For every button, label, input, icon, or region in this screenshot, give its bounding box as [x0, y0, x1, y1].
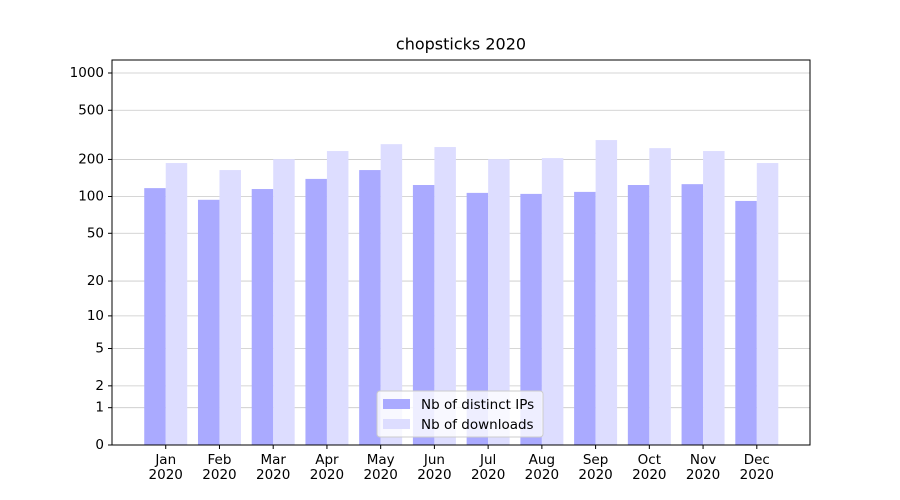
bar	[649, 148, 671, 445]
bar	[466, 192, 489, 445]
x-tick-label: Apr 2020	[309, 452, 345, 483]
bar	[197, 199, 220, 445]
bar	[703, 151, 725, 445]
y-tick-label: 100	[78, 188, 104, 204]
x-tick-label: Nov 2020	[685, 452, 721, 483]
x-tick-label: Aug 2020	[524, 452, 560, 483]
y-tick-label: 20	[87, 273, 104, 289]
y-tick-label: 50	[87, 225, 104, 241]
bar	[326, 151, 349, 445]
legend-label: Nb of downloads	[421, 417, 534, 433]
bar	[681, 184, 704, 445]
y-tick-label: 500	[78, 102, 104, 118]
legend-box	[376, 390, 544, 438]
bar	[735, 200, 757, 445]
bar	[520, 193, 542, 445]
y-tick-label: 10	[87, 308, 104, 324]
x-tick-label: Sep 2020	[578, 452, 613, 483]
bar	[595, 140, 618, 445]
bar	[488, 159, 510, 445]
x-tick-label: Jul 2020	[470, 452, 506, 483]
y-tick-label: 1	[95, 400, 104, 416]
y-tick-label: 0	[95, 437, 104, 453]
x-tick-label: Mar 2020	[256, 452, 291, 483]
bar	[305, 178, 327, 446]
legend-swatch	[383, 419, 410, 429]
chart-title: chopsticks 2020	[396, 35, 526, 54]
bar	[144, 188, 166, 445]
bar	[627, 185, 650, 445]
legend-swatch	[383, 399, 410, 409]
y-tick-label: 2	[95, 378, 104, 394]
plot-frame	[111, 59, 811, 446]
legend-label: Nb of distinct IPs	[421, 397, 534, 413]
bar	[165, 163, 188, 445]
bar	[412, 185, 435, 445]
y-tick-label: 200	[78, 151, 104, 167]
x-tick-label: Feb 2020	[202, 452, 237, 483]
bar	[574, 191, 596, 445]
bar	[541, 158, 564, 445]
x-tick-label: Oct 2020	[632, 452, 667, 483]
y-tick-label: 5	[95, 341, 104, 357]
bar	[756, 163, 779, 445]
x-tick-label: May 2020	[363, 452, 398, 483]
bar	[359, 170, 381, 445]
x-tick-label: Dec 2020	[739, 452, 774, 483]
x-tick-label: Jun 2020	[417, 452, 452, 483]
bar	[434, 147, 456, 445]
bar	[251, 189, 274, 445]
x-tick-label: Jan 2020	[148, 452, 183, 483]
y-tick-label: 1000	[70, 65, 104, 81]
bar	[273, 159, 295, 445]
bar	[380, 144, 403, 445]
bar	[219, 170, 241, 445]
